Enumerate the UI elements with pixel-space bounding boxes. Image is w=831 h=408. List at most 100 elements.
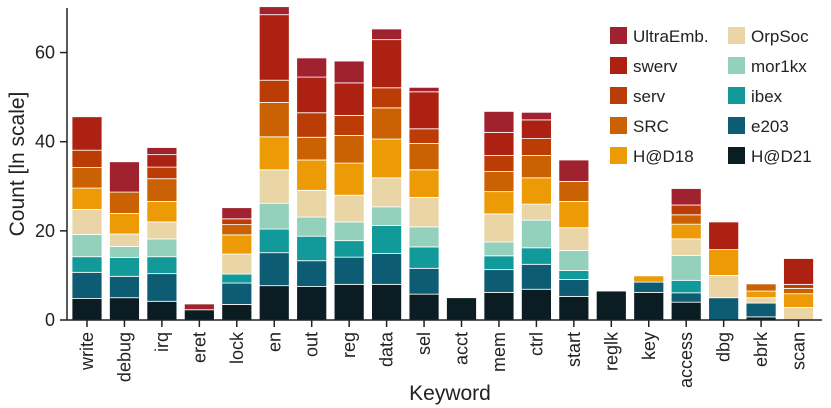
bar-segment-out-2 [296, 235, 328, 262]
bar-segment-irq-8 [146, 154, 178, 168]
bar-segment-en-4 [258, 169, 290, 204]
bar-segment-reg-4 [333, 194, 365, 223]
x-tick-label-scan: scan [789, 332, 809, 370]
y-axis-title: Count [ln scale] [6, 92, 29, 237]
bar-segment-out-4 [296, 189, 328, 218]
bar-segment-out-6 [296, 136, 328, 161]
bar-segment-debug-1 [109, 275, 140, 299]
bar-segment-en-0 [258, 285, 290, 321]
bar-segment-mem-9 [483, 111, 515, 133]
bar-segment-reg-8 [333, 82, 365, 116]
x-tick-label-key: key [639, 332, 659, 360]
bar-segment-eret-9 [183, 303, 215, 311]
legend-label: ibex [751, 87, 783, 106]
bar-segment-reg-6 [333, 135, 365, 164]
bar-segment-sel-7 [408, 128, 440, 144]
bar-segment-ctrl-5 [521, 177, 552, 205]
bar-segment-scan-5 [783, 293, 814, 308]
bar-segment-access-7 [670, 204, 702, 216]
bar-segment-lock-4 [221, 253, 253, 275]
bar-segment-reglk-0 [595, 290, 627, 321]
bar-segment-data-5 [371, 138, 403, 179]
x-tick-label-write: write [77, 332, 97, 371]
bar-segment-irq-1 [146, 273, 178, 302]
bar-segment-debug-0 [109, 297, 140, 321]
bar-segment-out-8 [296, 76, 328, 114]
bar-segment-reg-2 [333, 240, 365, 258]
bar-segment-en-5 [258, 136, 290, 171]
bar-segment-irq-4 [146, 221, 178, 240]
x-tick-label-dbg: dbg [714, 332, 734, 362]
x-tick-label-reg: reg [339, 332, 359, 358]
bar-segment-debug-2 [109, 257, 140, 277]
legend-label: SRC [633, 117, 669, 136]
x-axis-title: Keyword [409, 382, 491, 405]
x-tick-label-eret: eret [189, 332, 209, 363]
legend-swatch [728, 147, 745, 164]
legend-label: H@D21 [751, 147, 812, 166]
bar-segment-start-4 [558, 227, 590, 251]
bar-segment-access-1 [670, 292, 702, 303]
bar-segment-write-0 [71, 298, 103, 321]
bar-segment-data-2 [371, 225, 403, 254]
legend-swatch [610, 147, 627, 164]
bar-segment-access-9 [670, 188, 702, 206]
bar-segment-data-7 [371, 87, 403, 109]
bar-segment-mem-5 [483, 191, 515, 215]
x-tick-label-data: data [377, 331, 397, 367]
bar-segment-ctrl-6 [521, 155, 552, 179]
legend-label: OrpSoc [751, 27, 809, 46]
bar-segment-lock-5 [221, 234, 253, 255]
legend-label: mor1kx [751, 57, 807, 76]
bar-segment-debug-5 [109, 213, 140, 235]
x-tick-label-access: access [676, 332, 696, 388]
bar-segment-debug-6 [109, 191, 140, 214]
legend-label: e203 [751, 117, 789, 136]
bar-segment-out-0 [296, 286, 328, 321]
bar-segment-lock-1 [221, 282, 253, 305]
bar-segment-key-1 [633, 281, 665, 293]
bar-segment-write-7 [71, 149, 103, 168]
legend-label: swerv [633, 57, 678, 76]
legend-swatch [728, 87, 745, 104]
bar-segment-out-5 [296, 159, 328, 191]
bars-group [71, 6, 814, 321]
bar-segment-start-5 [558, 201, 590, 229]
bar-segment-reg-9 [333, 60, 365, 84]
bar-segment-dbg-8 [708, 221, 740, 250]
x-tick-label-out: out [302, 332, 322, 357]
bar-segment-start-1 [558, 279, 590, 297]
x-tick-label-sel: sel [414, 332, 434, 355]
bar-segment-write-2 [71, 256, 103, 273]
x-tick-label-ebrk: ebrk [751, 331, 771, 367]
bar-segment-en-6 [258, 102, 290, 138]
bar-segment-sel-3 [408, 226, 440, 248]
bar-segment-sel-5 [408, 169, 440, 198]
bar-segment-debug-4 [109, 233, 140, 247]
bar-segment-sel-4 [408, 197, 440, 228]
bar-segment-access-5 [670, 223, 702, 240]
x-tick-label-reglk: reglk [601, 331, 621, 371]
bar-segment-scan-4 [783, 307, 814, 321]
bar-segment-write-4 [71, 209, 103, 235]
bar-segment-start-3 [558, 250, 590, 271]
bar-segment-scan-8 [783, 258, 814, 285]
bar-segment-irq-9 [146, 147, 178, 156]
bar-segment-write-6 [71, 167, 103, 189]
x-tick-label-start: start [564, 332, 584, 367]
bar-segment-access-2 [670, 279, 702, 294]
bar-segment-scan-6 [783, 287, 814, 295]
bar-segment-start-0 [558, 295, 590, 321]
bar-segment-dbg-4 [708, 275, 740, 299]
bar-segment-write-1 [71, 271, 103, 300]
x-tick-label-debug: debug [114, 332, 134, 382]
bar-segment-ctrl-2 [521, 247, 552, 265]
bar-segment-ebrk-6 [745, 283, 777, 292]
bar-segment-dbg-1 [708, 297, 740, 321]
x-tick-label-ctrl: ctrl [526, 332, 546, 356]
bar-segment-key-5 [633, 275, 665, 283]
legend-swatch [610, 117, 627, 134]
y-tick-label: 0 [45, 310, 55, 330]
bar-segment-write-8 [71, 116, 103, 151]
legend-label: serv [633, 87, 666, 106]
